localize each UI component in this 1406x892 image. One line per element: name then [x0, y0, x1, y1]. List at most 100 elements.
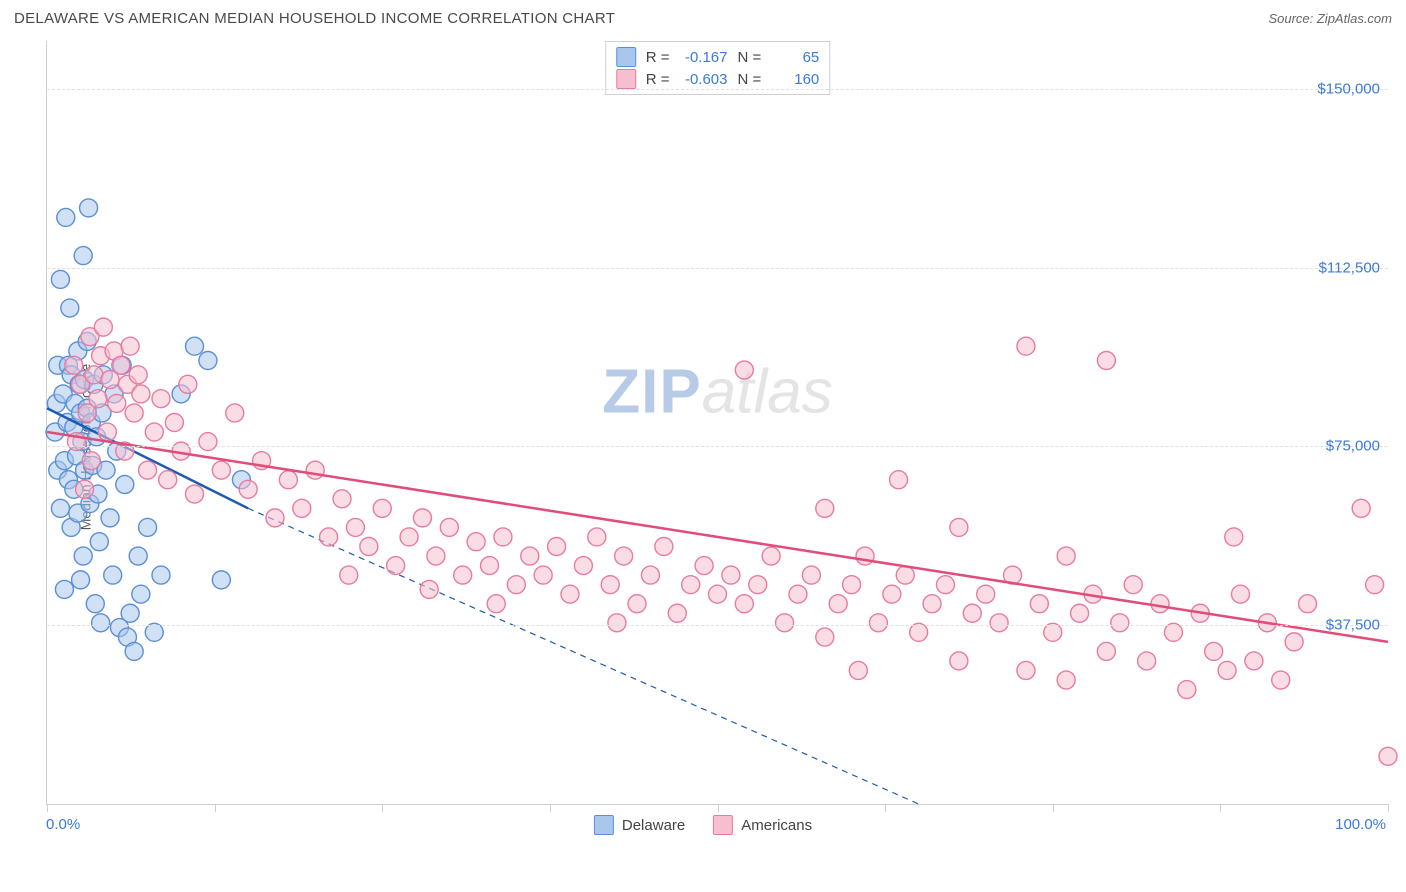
scatter-point [1218, 661, 1236, 679]
scatter-point [387, 557, 405, 575]
scatter-point [628, 595, 646, 613]
scatter-point [494, 528, 512, 546]
scatter-point [776, 614, 794, 632]
scatter-point [950, 518, 968, 536]
scatter-point [129, 366, 147, 384]
scatter-point [139, 461, 157, 479]
chart-source: Source: ZipAtlas.com [1268, 11, 1392, 26]
scatter-point [1178, 681, 1196, 699]
legend-label: Americans [741, 817, 812, 834]
scatter-point [588, 528, 606, 546]
scatter-point [963, 604, 981, 622]
stat-r-value: -0.603 [680, 71, 728, 88]
scatter-point [212, 571, 230, 589]
scatter-point [735, 361, 753, 379]
scatter-point [802, 566, 820, 584]
scatter-point [487, 595, 505, 613]
scatter-point [57, 208, 75, 226]
scatter-point [1057, 671, 1075, 689]
legend-stats-row: R =-0.167N =65 [616, 46, 820, 68]
scatter-point [333, 490, 351, 508]
scatter-point [61, 299, 79, 317]
scatter-point [641, 566, 659, 584]
scatter-point [82, 452, 100, 470]
gridline [47, 446, 1388, 447]
scatter-point [427, 547, 445, 565]
stat-r-label: R = [646, 71, 670, 88]
scatter-point [1071, 604, 1089, 622]
scatter-point [266, 509, 284, 527]
y-tick-label: $150,000 [1317, 80, 1380, 97]
scatter-point [856, 547, 874, 565]
scatter-point [139, 518, 157, 536]
scatter-point [129, 547, 147, 565]
scatter-point [1285, 633, 1303, 651]
scatter-point [1017, 661, 1035, 679]
scatter-point [816, 499, 834, 517]
scatter-point [454, 566, 472, 584]
scatter-point [186, 485, 204, 503]
scatter-point [1138, 652, 1156, 670]
scatter-point [1245, 652, 1263, 670]
scatter-point [896, 566, 914, 584]
scatter-point [360, 537, 378, 555]
scatter-point [749, 576, 767, 594]
legend-stats-box: R =-0.167N =65R =-0.603N =160 [605, 41, 831, 95]
scatter-point [936, 576, 954, 594]
scatter-point [829, 595, 847, 613]
trend-line [47, 432, 1388, 642]
scatter-point [1151, 595, 1169, 613]
scatter-point [1111, 614, 1129, 632]
scatter-point [1366, 576, 1384, 594]
scatter-point [152, 566, 170, 584]
scatter-point [843, 576, 861, 594]
scatter-point [340, 566, 358, 584]
scatter-point [400, 528, 418, 546]
scatter-point [1030, 595, 1048, 613]
scatter-point [762, 547, 780, 565]
scatter-point [346, 518, 364, 536]
scatter-point [561, 585, 579, 603]
scatter-point [108, 394, 126, 412]
scatter-point [990, 614, 1008, 632]
stat-r-label: R = [646, 49, 670, 66]
chart-area: Median Household Income ZIPatlas R =-0.1… [14, 37, 1392, 857]
scatter-point [373, 499, 391, 517]
scatter-point [121, 337, 139, 355]
scatter-point [74, 247, 92, 265]
scatter-point [98, 423, 116, 441]
scatter-point [615, 547, 633, 565]
scatter-point [86, 595, 104, 613]
scatter-point [104, 566, 122, 584]
scatter-point [1057, 547, 1075, 565]
scatter-point [709, 585, 727, 603]
stat-n-label: N = [738, 49, 762, 66]
legend-stats-row: R =-0.603N =160 [616, 68, 820, 90]
stat-n-label: N = [738, 71, 762, 88]
x-tick [550, 804, 551, 812]
x-tick [718, 804, 719, 812]
scatter-point [849, 661, 867, 679]
scatter-point [1299, 595, 1317, 613]
x-axis-min-label: 0.0% [46, 816, 80, 833]
scatter-point [722, 566, 740, 584]
scatter-point [923, 595, 941, 613]
scatter-point [467, 533, 485, 551]
x-tick [47, 804, 48, 812]
scatter-point [481, 557, 499, 575]
scatter-point [420, 580, 438, 598]
scatter-point [548, 537, 566, 555]
chart-title: DELAWARE VS AMERICAN MEDIAN HOUSEHOLD IN… [14, 10, 615, 27]
legend-swatch [616, 69, 636, 89]
scatter-point [112, 356, 130, 374]
scatter-point [655, 537, 673, 555]
legend-swatch [713, 815, 733, 835]
scatter-point [507, 576, 525, 594]
scatter-point [85, 366, 103, 384]
scatter-point [132, 385, 150, 403]
scatter-point [92, 614, 110, 632]
x-tick [885, 804, 886, 812]
scatter-point [199, 352, 217, 370]
scatter-point [90, 533, 108, 551]
scatter-point [668, 604, 686, 622]
